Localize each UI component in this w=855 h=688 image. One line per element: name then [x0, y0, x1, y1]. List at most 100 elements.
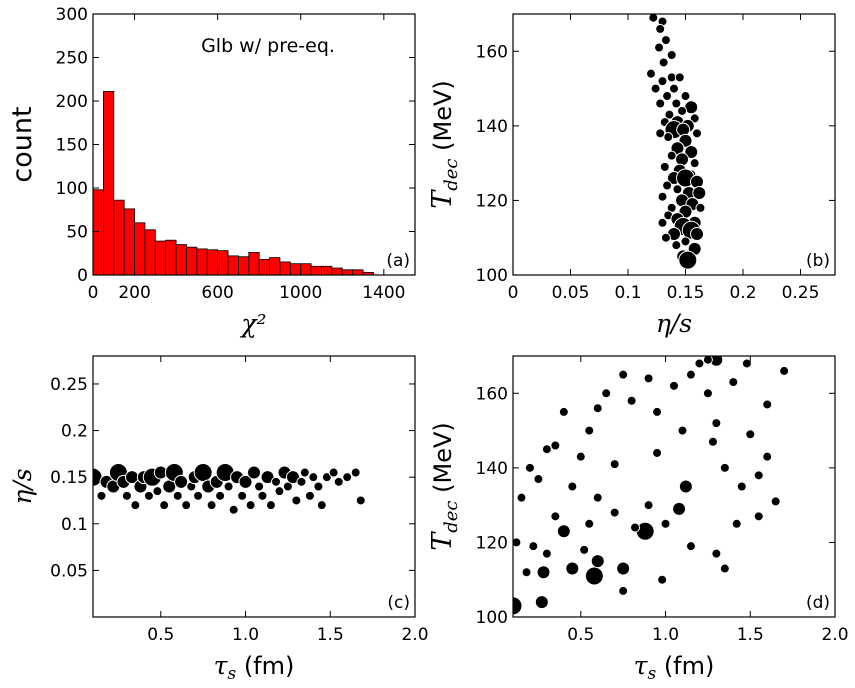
scatter-point [274, 486, 285, 497]
panel-b-xtick-label: 0.2 [729, 283, 756, 303]
scatter-point [762, 451, 773, 462]
scatter-point [521, 567, 532, 578]
scatter-point [652, 447, 663, 458]
histogram-bar [217, 250, 229, 276]
scatter-point [193, 463, 213, 483]
panel-c-xtick-label: 0.5 [147, 625, 174, 645]
panel-a-xlabel: χ² [239, 309, 266, 338]
panel-d-points [513, 356, 790, 616]
panel-b-xtick-label: 0.25 [782, 283, 820, 303]
histogram-bar [321, 265, 333, 276]
scatter-point [672, 184, 683, 195]
scatter-point [711, 548, 722, 559]
histogram-bar [165, 239, 177, 276]
scatter-point [584, 566, 604, 586]
scatter-point [238, 474, 253, 489]
scatter-point [655, 23, 666, 34]
scatter-point [152, 486, 163, 497]
scatter-point [342, 472, 353, 483]
scatter-point [658, 57, 669, 68]
panel-c-frame [92, 355, 416, 618]
histogram-bar [279, 261, 291, 276]
scatter-point [685, 541, 696, 552]
panel-a-xtick-label: 1400 [362, 283, 405, 303]
scatter-point [172, 490, 183, 501]
histogram-bar [341, 269, 354, 276]
scatter-point [584, 425, 595, 436]
panel-a-annotation: Glb w/ pre-eq. [201, 35, 335, 57]
scatter-point [702, 388, 713, 399]
scatter-point [159, 500, 170, 511]
histogram-bar [248, 251, 260, 276]
scatter-point [753, 470, 764, 481]
scatter-point [779, 365, 790, 376]
histogram-bar [331, 267, 343, 276]
scatter-point [671, 240, 682, 251]
histogram-bar [289, 263, 302, 276]
scatter-point [174, 474, 189, 489]
panel-c-xtick-label: 2.0 [401, 625, 428, 645]
panel-a-ylabel: count [7, 106, 38, 182]
scatter-point [676, 122, 691, 137]
scatter-point [328, 467, 339, 478]
panel-a-ytick-label: 50 [66, 223, 88, 243]
scatter-point [516, 492, 527, 503]
scatter-point [770, 496, 781, 507]
scatter-point [719, 462, 730, 473]
scatter-point [565, 561, 580, 576]
panel-d-ytick-label: 160 [476, 384, 508, 404]
histogram-bar [113, 199, 125, 276]
scatter-point [669, 380, 679, 391]
panel-d-ytick-label: 100 [476, 608, 508, 628]
panel-c-points [93, 463, 366, 515]
scatter-point [271, 476, 282, 487]
scatter-point [666, 50, 677, 61]
scatter-point [534, 595, 549, 610]
panel-d-xtick-label: 2.0 [821, 625, 848, 645]
scatter-point [282, 481, 293, 492]
scatter-point [671, 98, 682, 109]
panel-b-points [646, 14, 707, 270]
histogram-bar [300, 263, 312, 276]
scatter-point [550, 440, 561, 451]
scatter-point [257, 490, 268, 501]
scatter-point [659, 161, 670, 172]
scatter-point [355, 495, 366, 506]
scatter-point [731, 518, 742, 529]
panel-b-xtick-label: 0 [508, 283, 519, 303]
scatter-point [657, 76, 668, 87]
scatter-point [652, 406, 663, 417]
scatter-point [707, 436, 718, 447]
panel-b-ytick-label: 100 [476, 266, 508, 286]
scatter-point [265, 500, 276, 511]
scatter-point [719, 563, 730, 574]
histogram-bar [175, 244, 187, 276]
panel-d-ytick-label: 140 [476, 459, 508, 479]
scatter-point [616, 561, 631, 576]
scatter-point [513, 596, 523, 616]
scatter-point [308, 472, 319, 483]
panel-b-ytick-label: 120 [476, 191, 508, 211]
histogram-bar [238, 256, 250, 276]
panel-d-frame [512, 355, 836, 618]
panel-c: 0.5 1.0 1.5 2.0 0.05 0.1 0.15 0.2 0.25 (c) η/s τs (… [8, 355, 429, 684]
scatter-point [692, 128, 702, 139]
panel-b-ytick-label: 160 [476, 42, 508, 62]
panel-d-xtick-label: 1.5 [737, 625, 764, 645]
panel-a-label: (a) [386, 251, 410, 271]
scatter-point [215, 490, 226, 501]
panel-d-xlabel: τs (fm) [634, 651, 715, 684]
panel-a-xtick-label: 0 [88, 283, 99, 303]
panel-b-ylabel: Tdec (MeV) [427, 80, 462, 209]
scatter-point [304, 490, 315, 501]
scatter-point [575, 451, 586, 462]
panel-d-label: (d) [806, 593, 830, 613]
scatter-point [609, 507, 620, 518]
panel-c-ytick-label: 0.2 [61, 422, 88, 442]
scatter-point [223, 481, 234, 492]
histogram-bar [196, 248, 208, 276]
scatter-point [675, 152, 690, 167]
scatter-point [745, 429, 756, 440]
scatter-point [260, 470, 275, 485]
scatter-point [680, 236, 691, 247]
